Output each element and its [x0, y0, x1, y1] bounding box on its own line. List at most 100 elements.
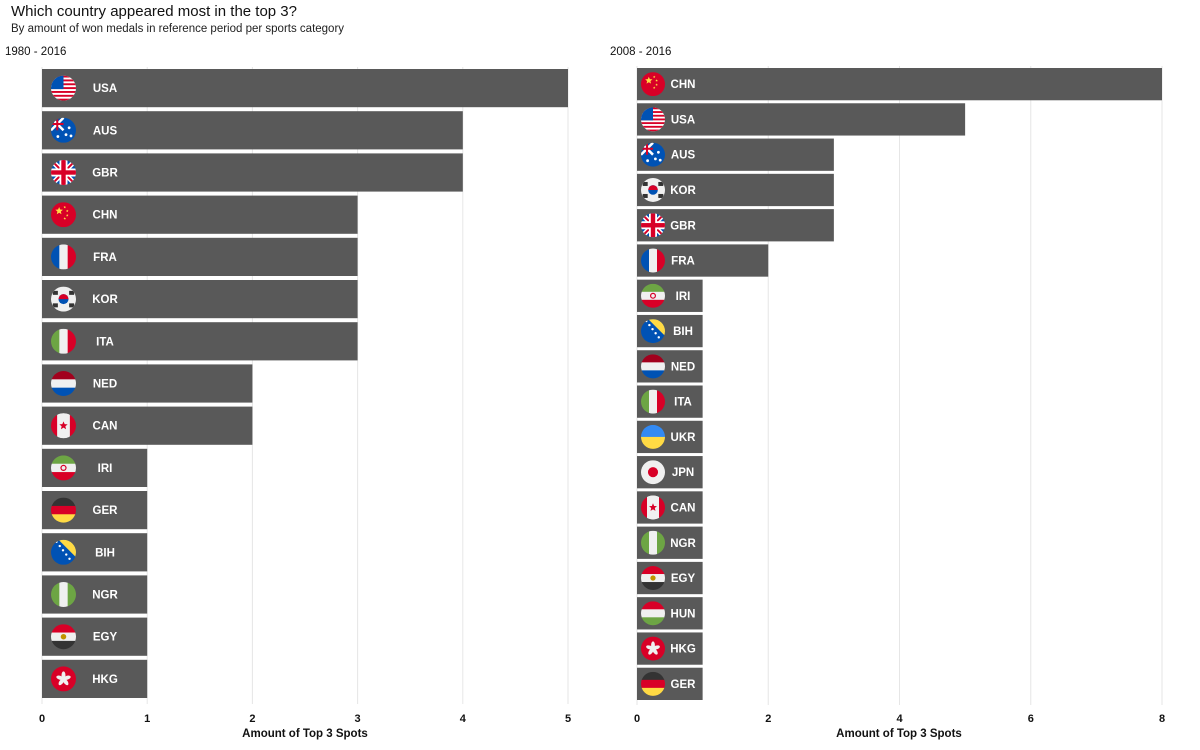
bar-group: UKR	[637, 420, 703, 454]
bar-group: GBR	[42, 153, 463, 192]
bar-group: CHN	[637, 68, 1162, 101]
bar-group: NED	[42, 364, 253, 403]
bar-label: IRI	[98, 463, 113, 475]
bar	[637, 138, 834, 171]
flag-icon-bih	[51, 539, 76, 565]
bar-group: GER	[42, 491, 148, 530]
flag-icon-bih	[641, 319, 665, 344]
bar-group: CHN	[42, 195, 358, 234]
bar-label: HKG	[670, 644, 696, 656]
bar-label: USA	[671, 114, 695, 126]
bar-group: EGY	[637, 561, 703, 595]
flag-icon-jpn	[641, 460, 665, 485]
bar-label: ITA	[674, 397, 692, 409]
flag-icon-can	[51, 413, 76, 439]
bar-label: NGR	[92, 590, 118, 602]
flag-icon-ngr	[51, 582, 76, 607]
bar-label: HUN	[671, 608, 696, 620]
flag-icon-ita	[51, 328, 76, 354]
flag-icon-hkg	[51, 666, 76, 692]
bar-group: USA	[42, 69, 568, 108]
x-tick-label: 2	[249, 713, 255, 725]
bar	[42, 153, 463, 192]
bar-label: KOR	[670, 185, 696, 197]
bar-group: GBR	[637, 209, 834, 242]
x-tick-label: 1	[144, 713, 150, 725]
x-tick-label: 0	[634, 713, 640, 725]
bar	[637, 173, 834, 207]
flag-icon-ngr	[641, 530, 665, 555]
bar	[637, 68, 1162, 101]
flag-icon-iri	[641, 283, 665, 308]
bar-label: GER	[93, 505, 119, 517]
x-tick-label: 5	[565, 713, 571, 725]
flag-icon-egy	[641, 566, 665, 591]
bar-group: JPN	[637, 456, 703, 489]
x-tick-label: 2	[765, 713, 771, 725]
bar-group: CAN	[42, 406, 253, 445]
bar-label: EGY	[671, 573, 696, 585]
bar-label: CAN	[93, 421, 118, 433]
x-tick-label: 3	[355, 713, 361, 725]
x-tick-label: 8	[1159, 713, 1165, 725]
bar-label: BIH	[673, 326, 693, 338]
bar-group: KOR	[637, 173, 834, 207]
flag-icon-ger	[51, 497, 76, 523]
bar	[42, 322, 358, 361]
bar-label: HKG	[92, 674, 118, 686]
flag-icon-iri	[51, 455, 76, 481]
flag-icon-ger	[641, 671, 665, 696]
flag-icon-usa	[641, 107, 665, 132]
bar-group: NED	[637, 350, 703, 383]
x-tick-label: 0	[39, 713, 45, 725]
flag-icon-ned	[51, 371, 76, 396]
bar-group: IRI	[637, 279, 703, 312]
bar-label: USA	[93, 83, 117, 95]
panel-title: 2008 - 2016	[610, 46, 671, 58]
bar-group: NGR	[637, 526, 703, 559]
bar	[42, 111, 463, 150]
bar-group: HKG	[42, 659, 148, 698]
flag-icon-aus	[51, 117, 76, 143]
panel-1: 1980 - 2016 USA AUS GBR CHN FRA KOR ITA NED CAN IR…	[5, 46, 571, 740]
bar-group: USA	[637, 103, 966, 136]
bar-group: AUS	[637, 138, 834, 171]
bar-group: CAN	[637, 491, 703, 524]
flag-icon-kor	[51, 286, 76, 312]
bar-group: FRA	[42, 237, 358, 276]
bar-label: NED	[93, 379, 117, 391]
bar-group: BIH	[637, 314, 703, 348]
bar-label: CHN	[93, 210, 118, 222]
bar-group: HUN	[637, 597, 703, 630]
x-tick-label: 6	[1028, 713, 1034, 725]
bar-group: NGR	[42, 575, 148, 614]
bar-label: AUS	[671, 150, 696, 162]
bar-label: NED	[671, 361, 695, 373]
x-tick-label: 4	[896, 713, 903, 725]
bar-label: IRI	[676, 291, 691, 303]
bar-label: BIH	[95, 547, 115, 559]
flag-icon-gbr	[51, 160, 76, 185]
bar-label: FRA	[93, 252, 117, 264]
bar	[637, 103, 966, 136]
flag-icon-fra	[51, 244, 76, 270]
bar-group: FRA	[637, 244, 769, 277]
x-axis-label: Amount of Top 3 Spots	[836, 728, 962, 740]
flag-icon-aus	[641, 142, 665, 167]
x-axis-label: Amount of Top 3 Spots	[242, 728, 368, 740]
chart-subtitle: By amount of won medals in reference per…	[11, 23, 345, 35]
bar	[42, 406, 253, 445]
bar-label: AUS	[93, 125, 118, 137]
flag-icon-ita	[641, 389, 665, 414]
flag-icon-ukr	[641, 424, 665, 449]
flag-icon-chn	[51, 202, 76, 228]
bar	[42, 280, 358, 319]
flag-icon-fra	[641, 248, 665, 273]
flag-icon-egy	[51, 624, 76, 650]
bar-label: CAN	[671, 502, 696, 514]
bar-label: CHN	[671, 79, 696, 91]
bar-group: HKG	[637, 632, 703, 665]
bar-label: ITA	[96, 336, 114, 348]
bar-group: ITA	[42, 322, 358, 361]
